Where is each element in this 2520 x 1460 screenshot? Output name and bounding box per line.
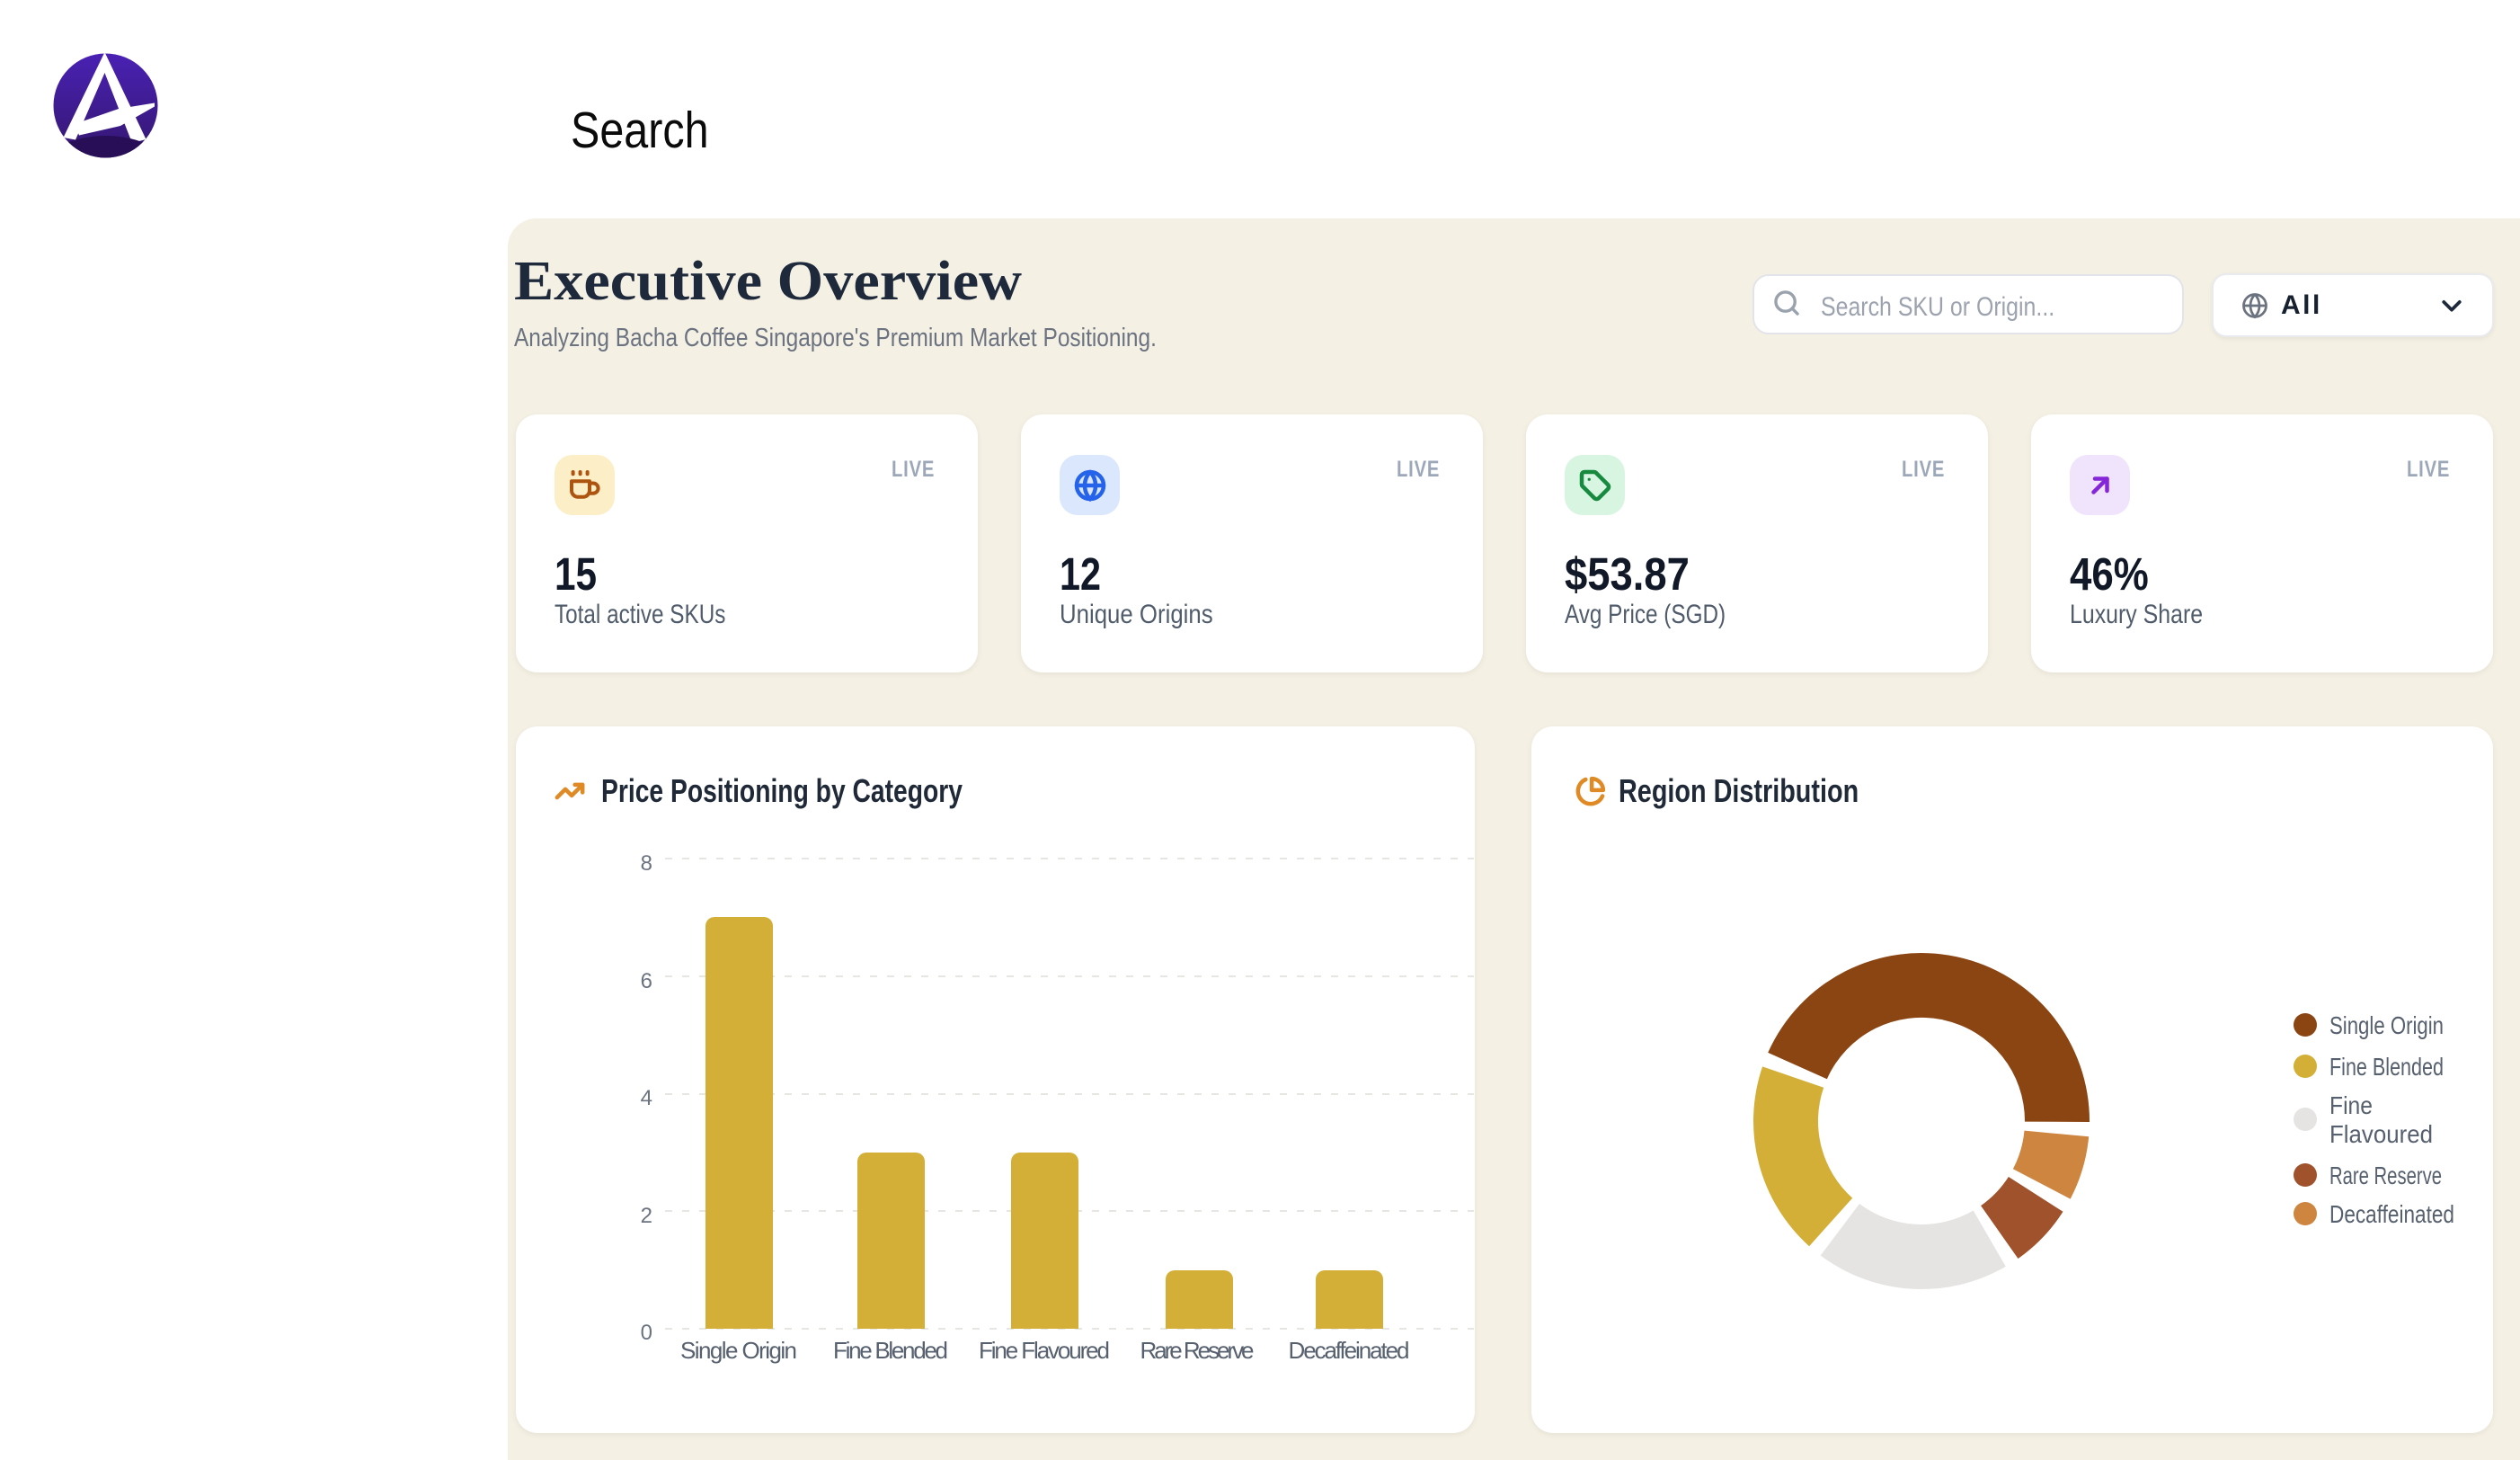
svg-text:Rare Reserve: Rare Reserve xyxy=(2329,1162,2442,1189)
svg-text:Fine: Fine xyxy=(2329,1091,2373,1119)
svg-text:Decaffeinated: Decaffeinated xyxy=(2329,1200,2454,1228)
svg-text:Single Origin: Single Origin xyxy=(2329,1011,2444,1039)
svg-text:Single Origin: Single Origin xyxy=(680,1337,797,1364)
svg-text:0: 0 xyxy=(641,1321,652,1345)
svg-text:Flavoured: Flavoured xyxy=(2329,1120,2433,1148)
svg-text:Fine Blended: Fine Blended xyxy=(833,1337,948,1364)
svg-text:4: 4 xyxy=(641,1086,652,1110)
svg-text:Decaffeinated: Decaffeinated xyxy=(1289,1337,1410,1364)
svg-text:2: 2 xyxy=(641,1204,652,1228)
svg-text:8: 8 xyxy=(641,851,652,876)
svg-text:Fine Flavoured: Fine Flavoured xyxy=(979,1337,1110,1364)
svg-text:Fine Blended: Fine Blended xyxy=(2329,1053,2444,1081)
svg-text:Rare Reserve: Rare Reserve xyxy=(1140,1337,1255,1364)
svg-text:6: 6 xyxy=(641,969,652,993)
